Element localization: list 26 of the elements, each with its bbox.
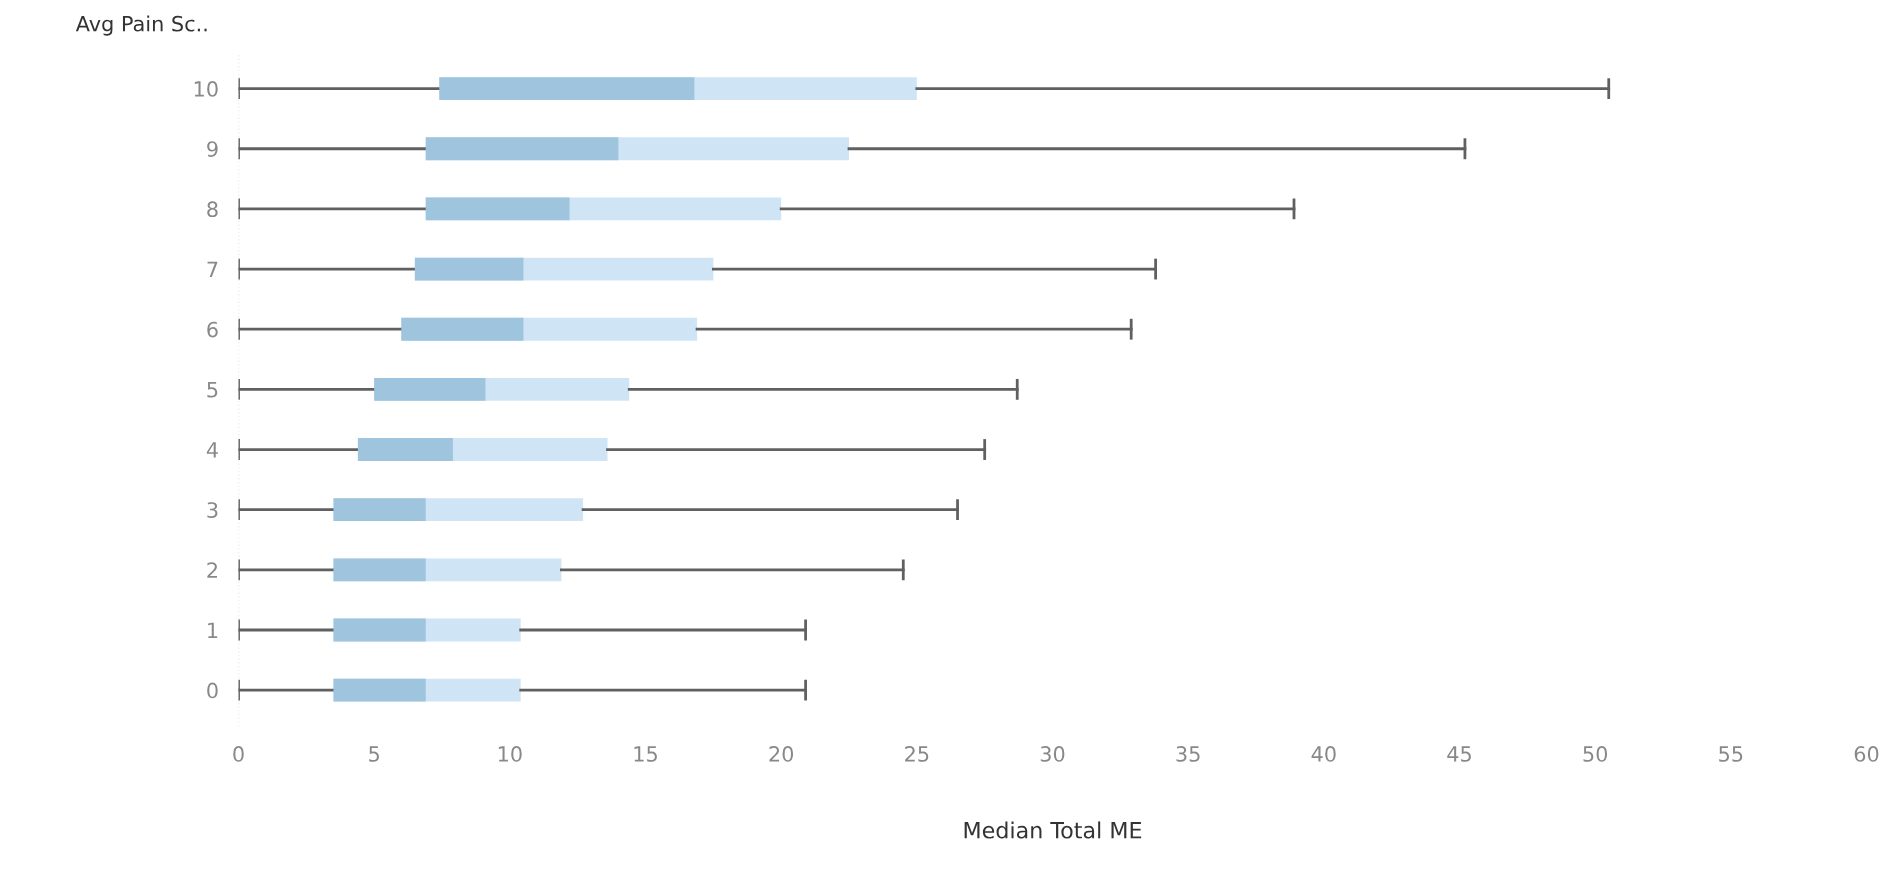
x-tick-label: 40 [1311, 746, 1336, 762]
y-tick-label: 3 [207, 502, 218, 518]
y-tick-label: 6 [207, 321, 218, 338]
x-tick-label: 0 [233, 746, 244, 762]
x-tick-label: 20 [769, 746, 794, 762]
y-tick-label: 2 [207, 562, 217, 578]
y-tick-label: 0 [207, 682, 218, 699]
y-tick-label: 8 [207, 201, 218, 218]
y-tick-label: 7 [207, 261, 218, 277]
x-tick-label: 45 [1447, 746, 1471, 762]
x-tick-label: 55 [1719, 746, 1743, 762]
x-tick-label: 50 [1583, 746, 1608, 762]
y-axis-title: Avg Pain Sc.. [75, 15, 207, 36]
y-tick-label: 5 [207, 382, 218, 398]
y-tick-label: 10 [194, 81, 218, 97]
y-tick-label: 4 [206, 442, 218, 458]
x-tick-label: 35 [1176, 746, 1200, 762]
y-tick-label: 9 [207, 141, 218, 157]
x-tick-label: 60 [1854, 746, 1879, 762]
x-tick-label: 10 [498, 746, 522, 762]
x-axis-title: Median Total ME [964, 821, 1142, 839]
x-tick-label: 30 [1040, 746, 1065, 762]
y-tick-label: 1 [208, 622, 218, 638]
x-tick-label: 25 [905, 746, 929, 762]
x-tick-label: 15 [634, 746, 657, 762]
x-tick-label: 5 [369, 746, 379, 762]
